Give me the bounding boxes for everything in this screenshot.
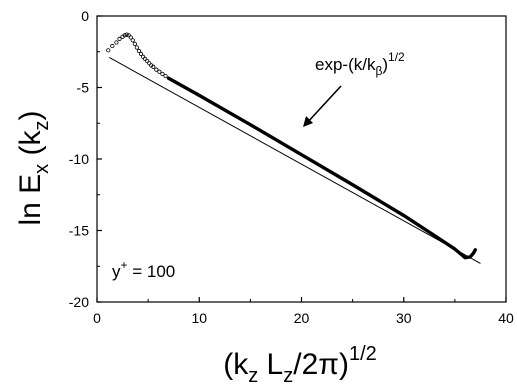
fit-line bbox=[109, 57, 481, 264]
data-point bbox=[154, 67, 159, 72]
x-tick-label: 30 bbox=[396, 310, 412, 326]
data-point bbox=[142, 56, 148, 62]
data-point bbox=[163, 73, 168, 79]
y-tick-label: -15 bbox=[69, 223, 89, 239]
x-tick-label: 20 bbox=[294, 310, 310, 326]
x-tick-label: 10 bbox=[191, 310, 207, 326]
data-point bbox=[110, 43, 115, 49]
data-point bbox=[140, 54, 146, 59]
axis-ticks bbox=[96, 15, 507, 303]
x-axis-title: (kz Lz/2π)1/2 bbox=[223, 343, 377, 387]
data-point bbox=[106, 48, 111, 53]
x-tick-label: 0 bbox=[93, 310, 101, 326]
y-tick-label: -10 bbox=[69, 151, 89, 167]
data-series-line bbox=[166, 76, 478, 260]
data-point bbox=[134, 45, 139, 50]
data-point bbox=[117, 36, 122, 41]
fit-label: exp-(k/kβ)1/2 bbox=[315, 50, 405, 78]
fit-arrow bbox=[303, 85, 342, 127]
data-point bbox=[151, 64, 156, 69]
x-tick-label: 40 bbox=[498, 310, 514, 326]
data-point bbox=[138, 51, 144, 56]
data-point bbox=[114, 40, 119, 45]
data-point bbox=[130, 38, 135, 43]
tick-labels: 0 10 20 30 40 0 -5 -10 -15 -20 bbox=[69, 8, 514, 326]
plot-border bbox=[96, 15, 507, 303]
data-point bbox=[136, 48, 142, 54]
data-point bbox=[160, 71, 165, 77]
data-point bbox=[132, 41, 137, 46]
data-point bbox=[122, 33, 127, 38]
y-axis-title: ln Ex (kz) bbox=[14, 110, 53, 225]
y-tick-label: -5 bbox=[77, 80, 90, 96]
yplus-label: y+ = 100 bbox=[112, 258, 175, 281]
data-point bbox=[124, 32, 129, 37]
y-tick-label: -20 bbox=[69, 294, 89, 310]
data-point bbox=[128, 35, 133, 40]
data-point bbox=[157, 69, 162, 74]
y-tick-label: 0 bbox=[81, 8, 89, 24]
data-point bbox=[145, 58, 150, 64]
plot-frame bbox=[96, 15, 507, 303]
series-layer bbox=[106, 32, 481, 264]
data-point bbox=[147, 61, 152, 66]
